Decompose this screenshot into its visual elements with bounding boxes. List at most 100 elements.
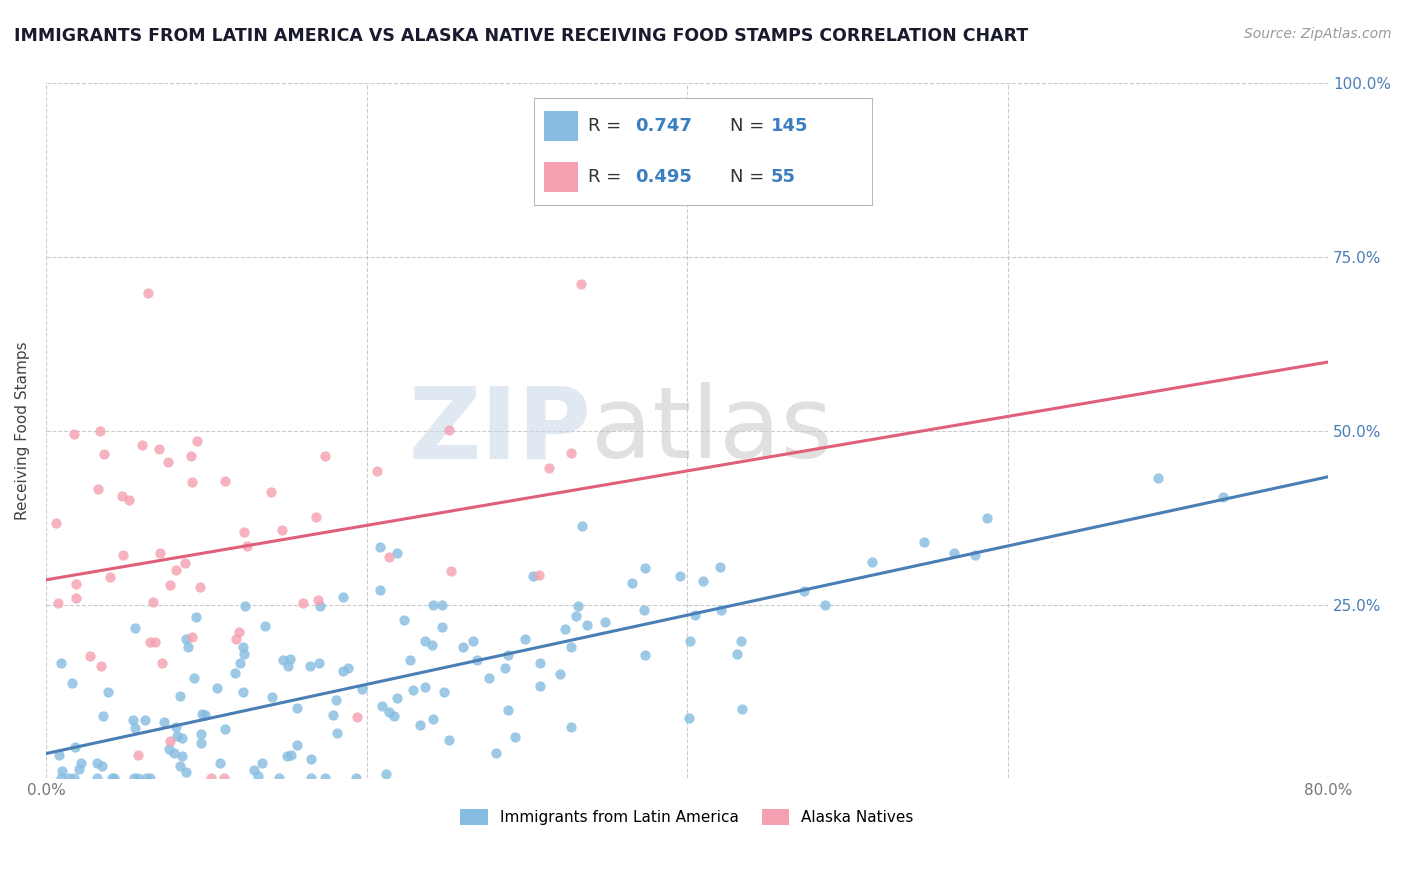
Point <box>299 752 322 766</box>
Point <box>194 708 217 723</box>
Text: N =: N = <box>730 169 770 186</box>
Point <box>814 598 837 612</box>
Point <box>232 640 254 654</box>
Point <box>273 653 295 667</box>
Point <box>205 681 228 695</box>
Point <box>567 599 589 613</box>
Text: IMMIGRANTS FROM LATIN AMERICA VS ALASKA NATIVE RECEIVING FOOD STAMPS CORRELATION: IMMIGRANTS FROM LATIN AMERICA VS ALASKA … <box>14 27 1028 45</box>
Point <box>86 771 108 785</box>
Point <box>280 748 302 763</box>
Point <box>285 739 308 753</box>
Point <box>485 746 508 760</box>
Bar <box>544 162 578 193</box>
Point <box>148 442 170 456</box>
Point <box>668 568 690 582</box>
Point <box>65 591 87 605</box>
Point <box>69 762 91 776</box>
Point <box>157 741 180 756</box>
Point <box>90 659 112 673</box>
Point <box>253 619 276 633</box>
Point <box>409 718 432 732</box>
Point <box>143 635 166 649</box>
Point <box>103 771 125 785</box>
Point <box>368 582 391 597</box>
Point <box>142 594 165 608</box>
Text: Source: ZipAtlas.com: Source: ZipAtlas.com <box>1244 27 1392 41</box>
Point <box>307 592 329 607</box>
Point <box>620 575 643 590</box>
Point <box>65 577 87 591</box>
Point <box>439 423 461 437</box>
Point <box>165 563 187 577</box>
Point <box>1147 471 1170 485</box>
Point <box>332 665 354 679</box>
Point <box>503 730 526 744</box>
Point <box>139 635 162 649</box>
Point <box>225 632 247 647</box>
Point <box>200 771 222 785</box>
Point <box>51 771 73 785</box>
Point <box>269 771 291 785</box>
Point <box>93 447 115 461</box>
Point <box>305 509 328 524</box>
Point <box>710 603 733 617</box>
Point <box>494 661 516 675</box>
Point <box>122 713 145 727</box>
Point <box>633 603 655 617</box>
Point <box>243 764 266 778</box>
Point <box>440 564 463 578</box>
Point <box>963 548 986 562</box>
Point <box>299 771 322 785</box>
Point <box>402 683 425 698</box>
Point <box>150 656 173 670</box>
Point <box>451 640 474 655</box>
Point <box>678 711 700 725</box>
Point <box>548 667 571 681</box>
Point <box>371 698 394 713</box>
Point <box>63 771 86 785</box>
Point <box>374 766 396 780</box>
Point <box>299 659 322 673</box>
Point <box>184 610 207 624</box>
Point <box>634 648 657 663</box>
Point <box>385 690 408 705</box>
Point <box>683 608 706 623</box>
Point <box>529 680 551 694</box>
Point <box>943 546 966 560</box>
Point <box>277 659 299 673</box>
Point <box>135 771 157 785</box>
Point <box>131 438 153 452</box>
Point <box>98 570 121 584</box>
Point <box>91 709 114 723</box>
Point <box>159 734 181 748</box>
Point <box>498 703 520 717</box>
Point <box>86 756 108 770</box>
Point <box>229 656 252 670</box>
Point <box>326 726 349 740</box>
Point <box>529 656 551 670</box>
Point <box>271 523 294 537</box>
Point <box>174 556 197 570</box>
Point <box>172 749 194 764</box>
Point <box>730 633 752 648</box>
Point <box>422 712 444 726</box>
Point <box>250 756 273 770</box>
Point <box>214 722 236 736</box>
Point <box>366 464 388 478</box>
Point <box>46 596 69 610</box>
Legend: Immigrants from Latin America, Alaska Natives: Immigrants from Latin America, Alaska Na… <box>453 802 921 833</box>
Point <box>377 550 399 565</box>
Point <box>593 615 616 629</box>
Point <box>62 427 84 442</box>
Point <box>190 736 212 750</box>
Point <box>159 578 181 592</box>
Text: 145: 145 <box>770 117 808 135</box>
Point <box>233 648 256 662</box>
Point <box>112 548 135 562</box>
Point <box>260 484 283 499</box>
Point <box>432 620 454 634</box>
Point <box>308 657 330 671</box>
Point <box>111 489 134 503</box>
Point <box>177 640 200 654</box>
Point <box>214 474 236 488</box>
